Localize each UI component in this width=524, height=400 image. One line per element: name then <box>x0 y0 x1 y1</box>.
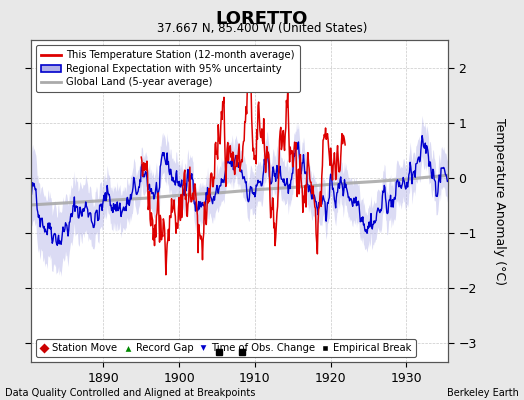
Text: Data Quality Controlled and Aligned at Breakpoints: Data Quality Controlled and Aligned at B… <box>5 388 256 398</box>
Text: Berkeley Earth: Berkeley Earth <box>447 388 519 398</box>
Legend: Station Move, Record Gap, Time of Obs. Change, Empirical Break: Station Move, Record Gap, Time of Obs. C… <box>37 339 416 357</box>
Text: LORETTO: LORETTO <box>216 10 308 28</box>
Text: 37.667 N, 85.400 W (United States): 37.667 N, 85.400 W (United States) <box>157 22 367 35</box>
Y-axis label: Temperature Anomaly (°C): Temperature Anomaly (°C) <box>494 118 507 284</box>
